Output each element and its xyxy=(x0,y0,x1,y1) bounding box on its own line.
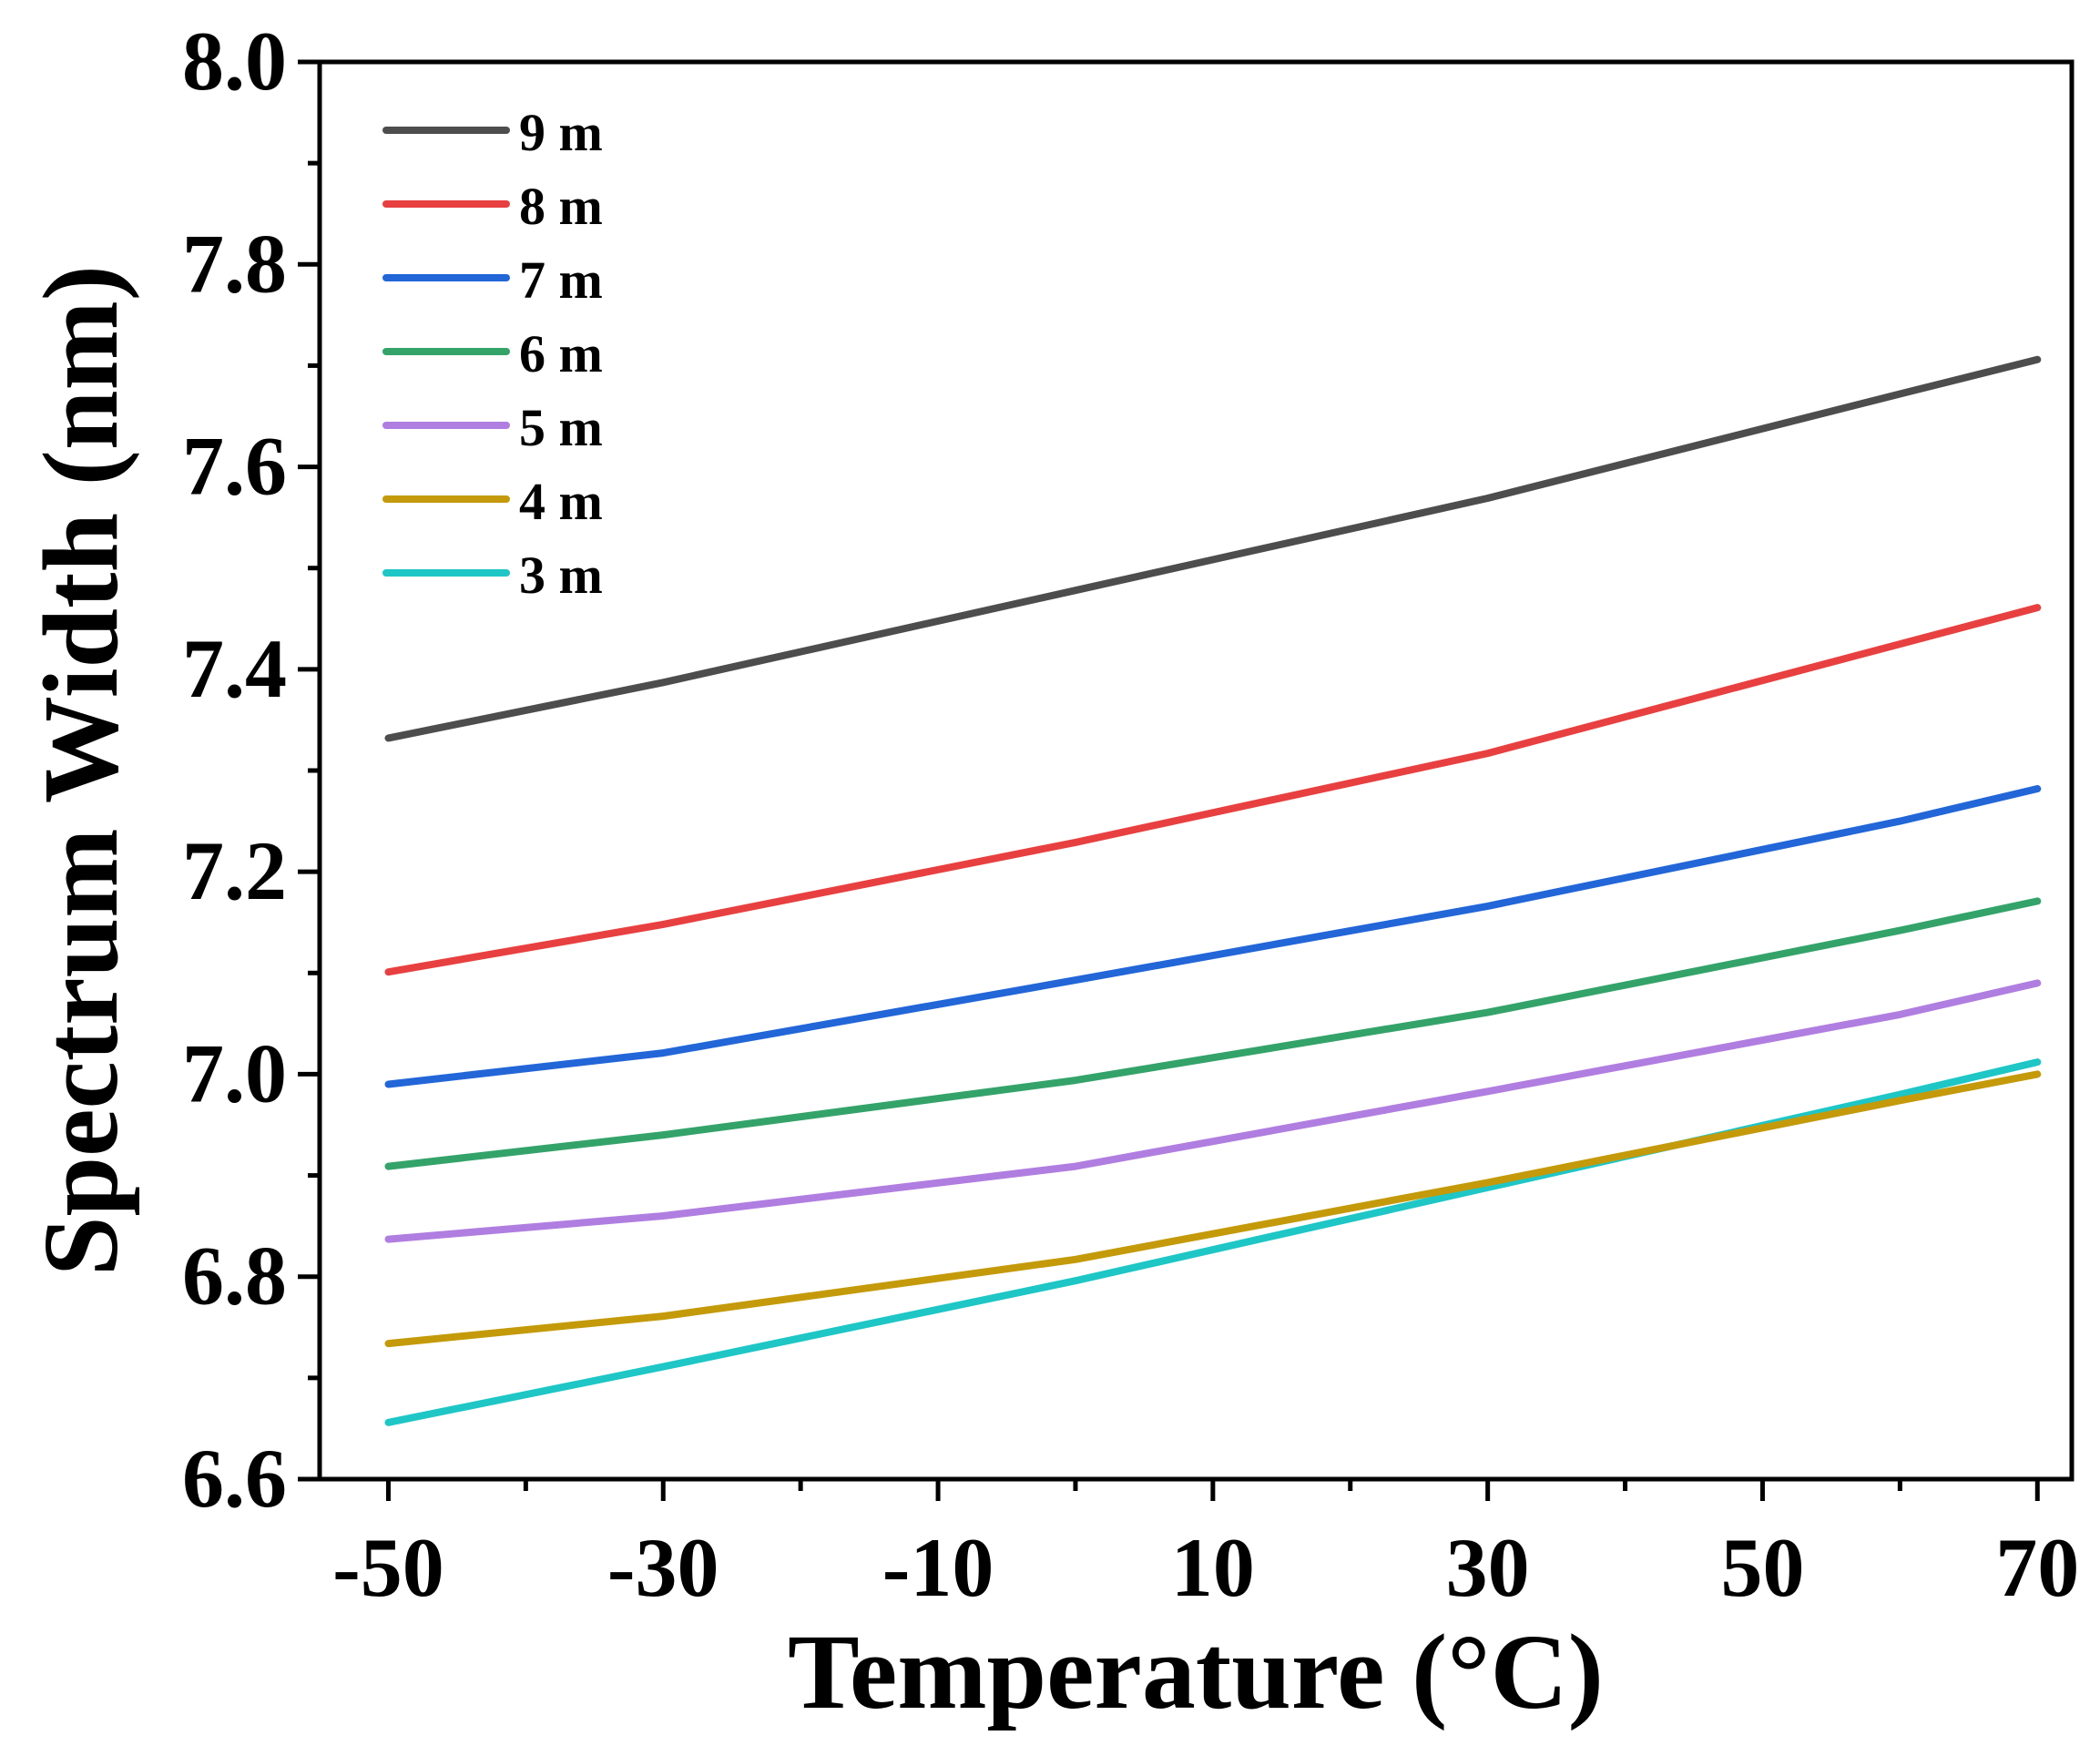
y-tick-label: 7.6 xyxy=(182,420,287,513)
series-line-5m xyxy=(384,979,2042,1243)
x-axis: -50 -30 -10 10 30 50 70 xyxy=(332,1479,2079,1614)
x-tick-label: 30 xyxy=(1446,1521,1530,1614)
legend-label: 8 m xyxy=(519,177,603,236)
series-line-8m xyxy=(384,604,2042,976)
legend-label: 6 m xyxy=(519,324,603,383)
x-tick-label: 70 xyxy=(1995,1521,2079,1614)
series-lines xyxy=(384,355,2042,1426)
x-tick-label: -50 xyxy=(332,1521,444,1614)
y-tick-label: 8.0 xyxy=(182,15,287,107)
y-tick-label: 6.6 xyxy=(182,1432,287,1525)
y-tick-label: 7.2 xyxy=(182,824,287,917)
legend-label: 4 m xyxy=(519,472,603,531)
x-tick-label: -30 xyxy=(607,1521,719,1614)
x-axis-title: Temperature (°C) xyxy=(788,1612,1604,1731)
y-tick-label: 6.8 xyxy=(182,1230,287,1322)
series-line-7m xyxy=(384,785,2042,1088)
y-axis-title: Spectrum Width (nm) xyxy=(21,265,140,1276)
x-tick-label: 10 xyxy=(1171,1521,1255,1614)
y-tick-label: 7.0 xyxy=(182,1026,287,1119)
x-tick-label: -10 xyxy=(882,1521,994,1614)
legend-label: 3 m xyxy=(519,546,603,605)
legend-label: 9 m xyxy=(519,103,603,162)
y-tick-label: 7.4 xyxy=(182,622,287,715)
series-line-9m xyxy=(384,355,2042,742)
series-line-4m xyxy=(384,1070,2042,1348)
legend-label: 5 m xyxy=(519,398,603,457)
y-tick-label: 7.8 xyxy=(182,217,287,310)
legend-label: 7 m xyxy=(519,250,603,310)
series-line-3m xyxy=(384,1058,2042,1426)
x-tick-label: 50 xyxy=(1720,1521,1804,1614)
series-line-6m xyxy=(384,897,2042,1170)
y-axis: 6.6 6.8 7.0 7.2 7.4 7.6 7.8 8.0 xyxy=(182,15,320,1525)
legend: 9 m 8 m 7 m 6 m 5 m 4 m 3 m xyxy=(382,103,603,605)
